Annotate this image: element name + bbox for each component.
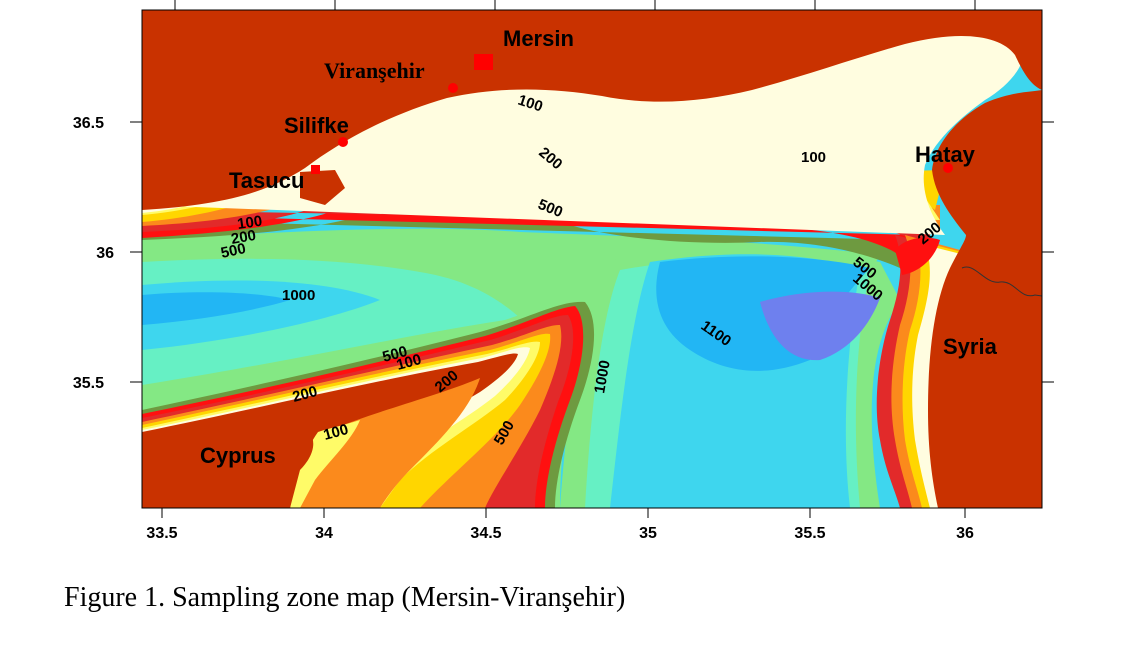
contour-label: 200 <box>291 383 320 406</box>
cyprus-karpas <box>142 433 314 508</box>
place-label-syria: Syria <box>943 334 998 359</box>
mersin-marker <box>474 54 493 70</box>
place-label-hatay: Hatay <box>915 142 976 167</box>
contour-label: 100 <box>801 149 826 166</box>
contour-label: 100 <box>322 421 351 444</box>
syria-border <box>961 266 1042 297</box>
x-tick-label: 34.5 <box>470 525 501 542</box>
tick-marks <box>130 0 1054 518</box>
viransehir-marker <box>448 83 458 93</box>
place-label-cyprus: Cyprus <box>200 443 276 468</box>
cyprus-south-shore <box>290 420 360 508</box>
y-tick-label: 36.5 <box>73 115 104 132</box>
x-tick-label: 36 <box>956 525 974 542</box>
contour-label: 200 <box>230 227 258 248</box>
contour-label: 100 <box>395 351 424 374</box>
sampling-zone-map: 33.5 34 34.5 35 35.5 36 36.5 36 35.5 Mer… <box>73 0 1054 542</box>
x-tick-label: 34 <box>315 525 333 542</box>
place-label-silifke: Silifke <box>284 113 349 138</box>
contour-label: 1000 <box>591 359 614 395</box>
contour-label: 500 <box>219 240 247 262</box>
x-tick-label: 33.5 <box>146 525 177 542</box>
place-label-viransehir: Viranşehir <box>324 58 425 83</box>
contour-label: 500 <box>381 343 410 366</box>
contour-label: 1000 <box>282 287 315 304</box>
figure-caption: Figure 1. Sampling zone map (Mersin-Vira… <box>64 582 626 613</box>
contour-label: 100 <box>516 92 545 116</box>
silifke-marker <box>338 137 348 147</box>
map-plot-area <box>142 10 1042 508</box>
turkey-land <box>142 10 1042 210</box>
north-shore-0 <box>142 24 1024 235</box>
west-basin-deepest <box>142 292 290 325</box>
hatay-marker <box>943 163 953 173</box>
tasucu-headland <box>300 170 345 205</box>
tasucu-marker <box>311 165 320 174</box>
east-basin-deepest <box>760 291 880 361</box>
gulf-deep-red <box>895 237 940 275</box>
cyprus-south-shelf <box>300 378 480 508</box>
y-tick-label: 36 <box>96 245 114 262</box>
contour-label: 100 <box>236 213 263 233</box>
place-label-mersin: Mersin <box>503 26 574 51</box>
plot-frame <box>141 9 1043 509</box>
place-label-tasucu: Tasucu <box>229 168 304 193</box>
x-tick-label: 35 <box>639 525 657 542</box>
x-tick-label: 35.5 <box>794 525 825 542</box>
east-land <box>928 90 1042 508</box>
y-tick-label: 35.5 <box>73 375 104 392</box>
